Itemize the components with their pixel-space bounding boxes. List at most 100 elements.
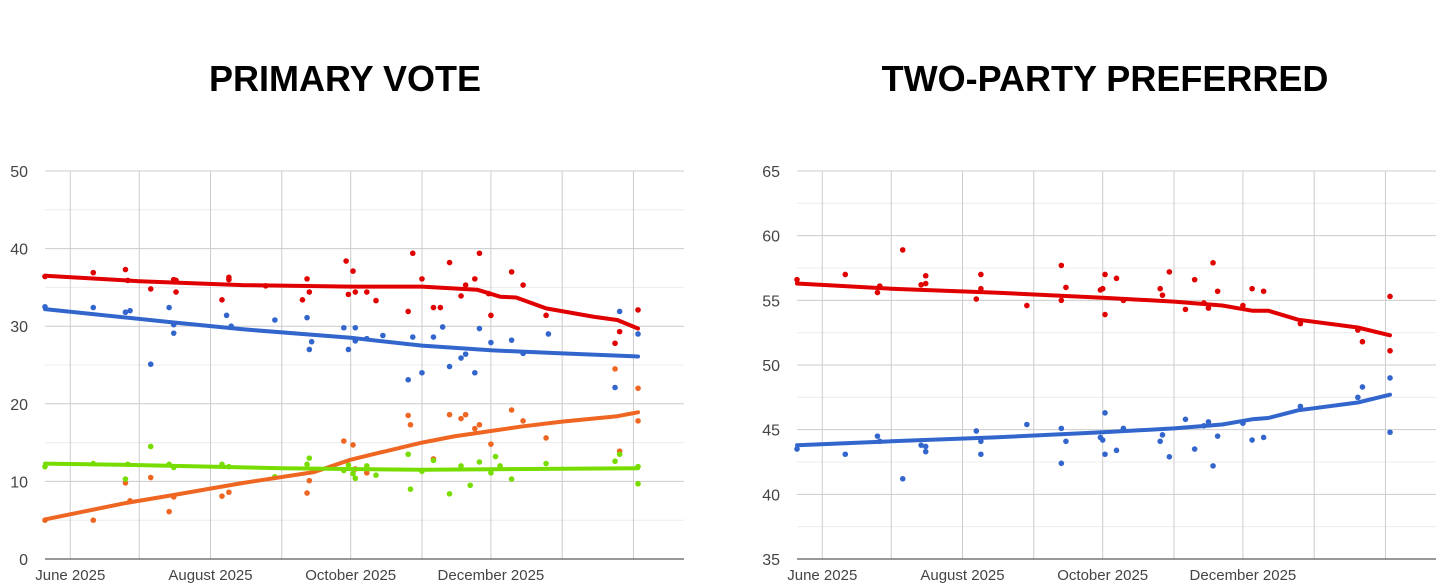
- poll-point: [446, 259, 453, 266]
- poll-point: [1387, 293, 1393, 300]
- two-party-preferred-chart: 35 40 45 50 55 60 65 June 2025 August 2025 Octobe…: [762, 164, 1436, 584]
- poll-point: [350, 442, 356, 448]
- poll-point: [90, 269, 97, 276]
- poll-point: [488, 470, 494, 476]
- poll-point: [1102, 271, 1108, 278]
- poll-point: [352, 475, 359, 482]
- poll-point: [1182, 416, 1189, 423]
- poll-point: [437, 304, 444, 311]
- poll-point: [1099, 285, 1106, 292]
- poll-point: [407, 421, 414, 428]
- poll-point: [616, 451, 623, 458]
- y-tick-label: 0: [19, 552, 28, 569]
- poll-point: [488, 339, 494, 346]
- poll-point: [543, 460, 549, 467]
- poll-point: [122, 309, 129, 316]
- poll-point: [1182, 306, 1189, 313]
- trend-line: [43, 307, 640, 359]
- poll-point: [1157, 438, 1163, 445]
- poll-point: [304, 314, 310, 321]
- poll-point: [1249, 285, 1255, 292]
- y-tick-label: 35: [762, 552, 780, 569]
- poll-point: [223, 312, 230, 319]
- poll-point: [635, 385, 641, 392]
- poll-point: [1166, 454, 1173, 460]
- x-tick-label: August 2025: [920, 567, 1004, 584]
- poll-point: [446, 491, 453, 497]
- poll-point: [1024, 302, 1030, 309]
- y-tick-label: 50: [10, 164, 28, 181]
- poll-point: [1058, 425, 1065, 432]
- trend-line: [795, 281, 1392, 338]
- poll-point: [476, 421, 483, 428]
- poll-point: [476, 325, 483, 332]
- poll-point: [508, 407, 515, 413]
- poll-point: [508, 337, 515, 343]
- poll-point: [794, 276, 800, 283]
- x-tick-label: October 2025: [1057, 567, 1148, 584]
- poll-point: [1166, 269, 1173, 275]
- x-tick-label: December 2025: [1190, 567, 1297, 584]
- poll-point: [1249, 437, 1255, 443]
- poll-point: [874, 289, 881, 296]
- poll-point: [1113, 275, 1120, 282]
- poll-point: [1102, 311, 1108, 318]
- poll-point: [612, 366, 618, 372]
- poll-point: [405, 308, 411, 315]
- primary-vote-chart: 0 10 20 30 40 50 June 2025 August 2025 October 2…: [10, 164, 684, 584]
- poll-point: [306, 455, 313, 461]
- poll-point: [1159, 292, 1166, 298]
- poll-point: [306, 289, 313, 295]
- poll-point: [1260, 288, 1267, 295]
- poll-point: [345, 346, 352, 353]
- poll-point: [299, 297, 306, 303]
- poll-point: [409, 250, 416, 257]
- poll-point: [341, 438, 347, 444]
- poll-point: [430, 304, 437, 311]
- x-tick-label: October 2025: [305, 567, 396, 584]
- poll-point: [430, 457, 437, 464]
- poll-point: [1113, 447, 1120, 454]
- poll-point: [90, 304, 97, 311]
- poll-point: [462, 282, 469, 288]
- poll-point: [90, 517, 97, 523]
- poll-point: [458, 415, 464, 422]
- poll-point: [306, 346, 313, 353]
- poll-point: [472, 425, 478, 432]
- poll-point: [1058, 262, 1065, 269]
- poll-point: [304, 276, 310, 282]
- y-tick-label: 50: [762, 358, 780, 375]
- poll-point: [1210, 463, 1216, 469]
- poll-point: [405, 376, 411, 383]
- poll-point: [520, 418, 526, 424]
- primary-vote-title: PRIMARY VOTE: [208, 58, 482, 99]
- poll-point: [476, 459, 483, 465]
- poll-point: [1191, 276, 1198, 283]
- poll-point: [472, 276, 478, 282]
- poll-point: [922, 448, 929, 455]
- poll-point: [1063, 284, 1069, 291]
- poll-point: [1260, 434, 1267, 441]
- poll-point: [1359, 384, 1366, 390]
- poll-point: [1355, 394, 1361, 401]
- y-tick-label: 40: [762, 487, 780, 504]
- poll-point: [635, 331, 641, 337]
- poll-point: [405, 451, 411, 458]
- trend-line: [43, 410, 640, 522]
- poll-point: [350, 470, 356, 477]
- poll-point: [380, 332, 386, 339]
- poll-point: [173, 289, 179, 295]
- poll-point: [122, 266, 129, 273]
- y-tick-label: 30: [10, 319, 28, 336]
- poll-point: [170, 330, 177, 336]
- poll-point: [543, 435, 549, 441]
- poll-point: [272, 317, 278, 323]
- poll-point: [874, 433, 881, 439]
- poll-point: [508, 269, 515, 275]
- poll-point: [922, 443, 929, 450]
- poll-point: [1157, 285, 1163, 292]
- poll-point: [226, 489, 232, 496]
- poll-point: [978, 271, 984, 278]
- poll-point: [476, 250, 483, 257]
